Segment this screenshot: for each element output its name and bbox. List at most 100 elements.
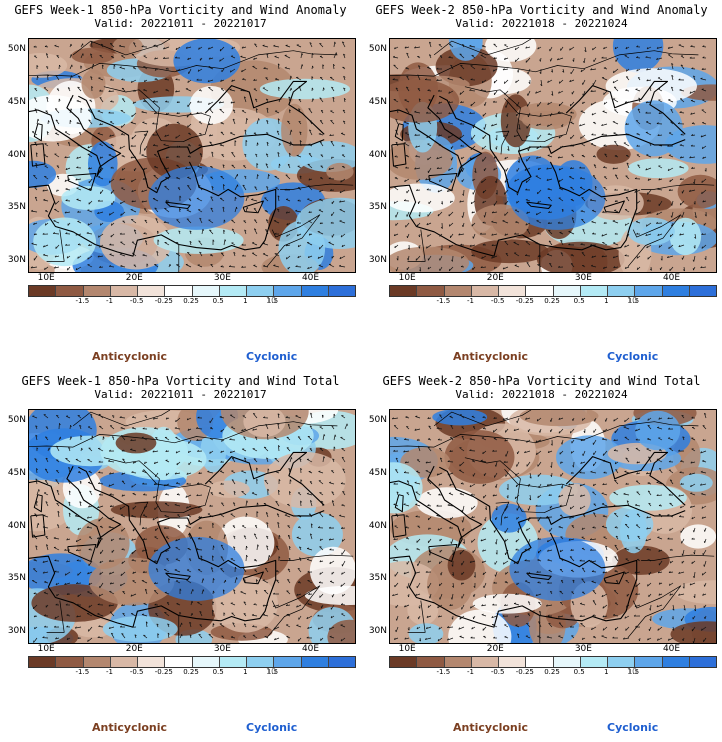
country-border — [495, 501, 510, 526]
coastline — [204, 451, 325, 506]
vorticity-shade — [432, 410, 488, 426]
vorticity-shade — [71, 47, 115, 64]
longitude-tick-label: 10E — [398, 273, 416, 283]
coastline — [390, 465, 483, 549]
map-canvas — [390, 410, 716, 643]
colorbar-tick-label: 0.5 — [212, 297, 224, 305]
colorbar-scale-label: 10 — [266, 296, 277, 305]
island-outline — [165, 201, 191, 209]
colorbar-swatch — [165, 286, 193, 296]
island-outline — [391, 514, 407, 538]
country-border — [433, 39, 532, 56]
colorbar-swatch — [608, 286, 636, 296]
coastline — [439, 466, 686, 565]
colorbar-tick-label: 1 — [604, 297, 609, 305]
longitude-tick-label: 40E — [662, 273, 681, 283]
island-outline — [526, 572, 552, 580]
colorbar-swatch — [417, 657, 445, 667]
longitude-tick-label: 30E — [574, 273, 592, 283]
anticyclonic-label: Anticyclonic — [92, 350, 168, 363]
colorbar-tick-label: -1.5 — [436, 668, 451, 676]
vorticity-shade — [628, 158, 689, 179]
colorbar-tick-label: 1 — [604, 668, 609, 676]
vorticity-shade — [509, 536, 606, 601]
vorticity-shade — [612, 545, 670, 575]
vorticity-shade — [81, 69, 106, 99]
latitude-tick-label: 35N — [7, 573, 26, 584]
panel-title: GEFS Week-2 850-hPa Vorticity and Wind A… — [375, 3, 708, 17]
latitude-tick-label: 40N — [368, 149, 387, 160]
colorbar-tick-label: 0.5 — [212, 668, 224, 676]
colorbar-swatch — [526, 286, 554, 296]
colorbar-swatch — [444, 657, 472, 667]
vorticity-shade — [29, 160, 57, 188]
colorbar-swatch — [471, 286, 499, 296]
latitude-tick-label: 40N — [368, 520, 387, 531]
country-border — [390, 421, 699, 448]
colorbar-swatch — [553, 657, 581, 667]
island-outline — [428, 544, 458, 562]
longitude-tick-label: 40E — [662, 644, 681, 654]
colorbar-swatch — [247, 286, 275, 296]
colorbar-tick-label: -0.5 — [490, 668, 505, 676]
colorbar-swatch — [608, 657, 636, 667]
latitude-tick-label: 45N — [368, 467, 387, 478]
colorbar-swatch — [301, 657, 329, 667]
colorbar-swatch — [56, 657, 84, 667]
colorbar-tick-label: -0.25 — [515, 297, 534, 305]
vorticity-shade — [76, 518, 130, 569]
coastline — [439, 95, 686, 194]
vorticity-shade — [304, 585, 355, 606]
colorbar-swatch — [165, 657, 193, 667]
colorbar-tick-label: 0.25 — [183, 668, 199, 676]
island-outline — [391, 143, 407, 167]
vorticity-shade — [72, 618, 114, 638]
vorticity-shade — [485, 39, 537, 62]
colorbar-swatch — [526, 657, 554, 667]
latitude-tick-label: 30N — [7, 255, 26, 266]
colorbar-tick-label: -0.5 — [129, 297, 144, 305]
colorbar-swatch — [138, 657, 166, 667]
country-border — [407, 600, 426, 633]
longitude-tick-label: 30E — [213, 644, 231, 654]
vorticity-shade — [263, 451, 346, 509]
map-canvas — [29, 410, 355, 643]
colorbar-swatch — [580, 286, 608, 296]
vorticity-shade — [674, 580, 716, 604]
colorbar-swatch — [83, 286, 111, 296]
country-border — [143, 469, 211, 488]
colorbar — [28, 656, 356, 668]
colorbar-tick-label: -0.25 — [154, 297, 173, 305]
country-border — [464, 86, 572, 143]
colorbar-tick-label: 0.5 — [573, 297, 585, 305]
colorbar-swatch — [274, 657, 302, 667]
cyclonic-label: Cyclonic — [607, 350, 659, 363]
coastline — [390, 532, 638, 628]
vorticity-shade — [259, 78, 350, 100]
vorticity-shade — [148, 165, 245, 230]
country-border — [495, 130, 510, 155]
panel-week1-total: GEFS Week-1 850-hPa Vorticity and Wind T… — [0, 371, 361, 742]
coastline — [390, 161, 638, 257]
colorbar-swatch — [219, 286, 247, 296]
latitude-tick-label: 45N — [7, 467, 26, 478]
longitude-tick-label: 10E — [37, 273, 55, 283]
colorbar-tick-label: 1.5 — [266, 668, 279, 676]
colorbar-scale-label: 10 — [266, 667, 277, 676]
longitude-tick-label: 20E — [486, 273, 504, 283]
vorticity-shade — [624, 100, 683, 157]
colorbar-tick-label: 0.5 — [573, 668, 585, 676]
island-outline — [242, 200, 264, 214]
country-border — [280, 183, 354, 190]
vorticity-shade — [326, 162, 354, 181]
coastline — [565, 80, 686, 135]
country-border — [641, 183, 715, 190]
colorbar-tick-label: -0.25 — [154, 668, 173, 676]
colorbar-swatch — [29, 657, 57, 667]
colorbar-tick-label: -1.5 — [75, 668, 90, 676]
latitude-tick-label: 30N — [7, 626, 26, 637]
colorbar-swatch — [417, 286, 445, 296]
island-outline — [242, 571, 264, 585]
country-border — [134, 130, 149, 155]
colorbar-tick-label: 1.5 — [627, 297, 640, 305]
